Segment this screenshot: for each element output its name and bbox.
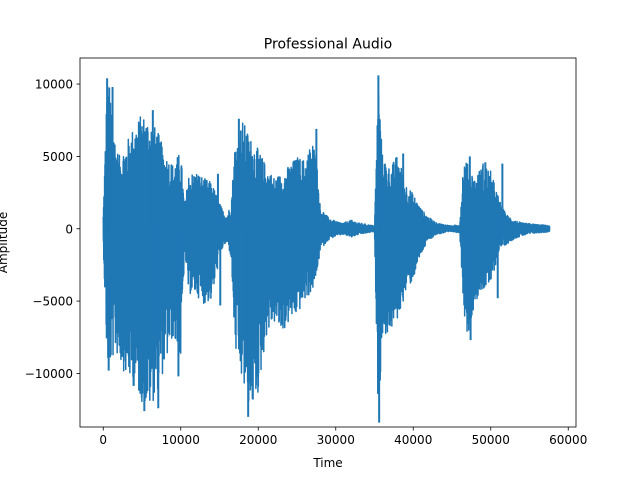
x-tick-label: 50000 — [472, 433, 510, 447]
y-tick-label: 0 — [65, 222, 73, 236]
x-tick-label: 40000 — [394, 433, 432, 447]
x-axis-label: Time — [312, 456, 342, 470]
y-tick-label: 5000 — [42, 150, 73, 164]
x-tick-label: 0 — [99, 433, 107, 447]
x-tick-label: 20000 — [239, 433, 277, 447]
plot-area — [79, 57, 577, 428]
y-axis-ticks: −10000 −5000 0 5000 10000 — [25, 78, 80, 381]
x-axis-ticks: 0 10000 20000 30000 40000 50000 60000 — [99, 427, 587, 447]
y-tick-label: −10000 — [25, 367, 73, 381]
y-tick-label: −5000 — [32, 295, 73, 309]
y-axis-label: Amplitude — [0, 212, 10, 274]
waveform-series — [102, 75, 551, 423]
x-tick-label: 10000 — [162, 433, 200, 447]
x-tick-label: 30000 — [317, 433, 355, 447]
chart-title: Professional Audio — [264, 37, 392, 53]
x-tick-label: 60000 — [549, 433, 587, 447]
y-tick-label: 10000 — [35, 78, 73, 92]
axes-frame — [79, 57, 577, 428]
